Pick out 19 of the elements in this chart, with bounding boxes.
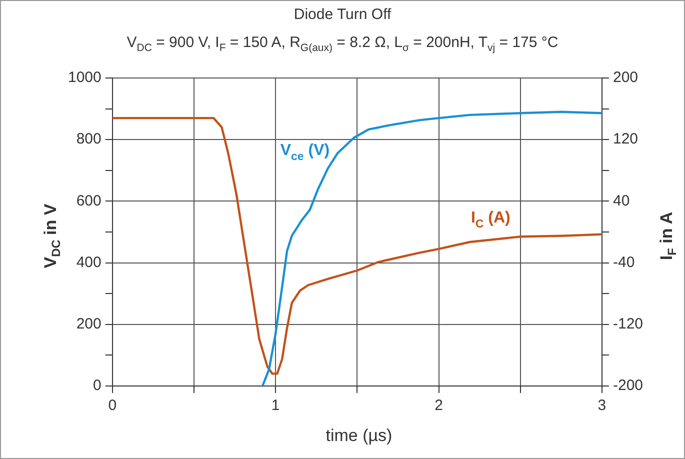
- x-axis-title: time (µs): [324, 426, 394, 446]
- x-tick-label: 2: [434, 397, 443, 414]
- text: V$_{DC}$ = 900 V, I$_{F}$ = 150 A, R$_{G(aux)}$ = 8.2 Ω, L$_{σ}$ = 200nH, T$_{vj}$ = 175 °C: [126, 34, 558, 54]
- x-tick-label: 1: [271, 397, 280, 414]
- y-tick-label: 400: [76, 254, 102, 271]
- x-tick-label: 3: [598, 397, 606, 414]
- x-tick-label: 0: [108, 397, 117, 414]
- y-tick-label: 800: [76, 130, 102, 148]
- y-tick-label: 200: [76, 316, 102, 333]
- y-tick-label: 1000: [68, 69, 102, 86]
- y2-tick-label: 200: [612, 69, 638, 86]
- y2-tick-label: 40: [612, 192, 630, 210]
- y2-tick-label: -120: [612, 316, 644, 333]
- chart-title: Diode Turn Off: [292, 6, 392, 23]
- y-tick-label: 600: [76, 192, 102, 210]
- y2-tick-label: -200: [612, 377, 644, 394]
- y-tick-label: 0: [93, 377, 102, 394]
- y2-tick-label: -40: [612, 254, 635, 271]
- y2-tick-label: 120: [612, 130, 638, 148]
